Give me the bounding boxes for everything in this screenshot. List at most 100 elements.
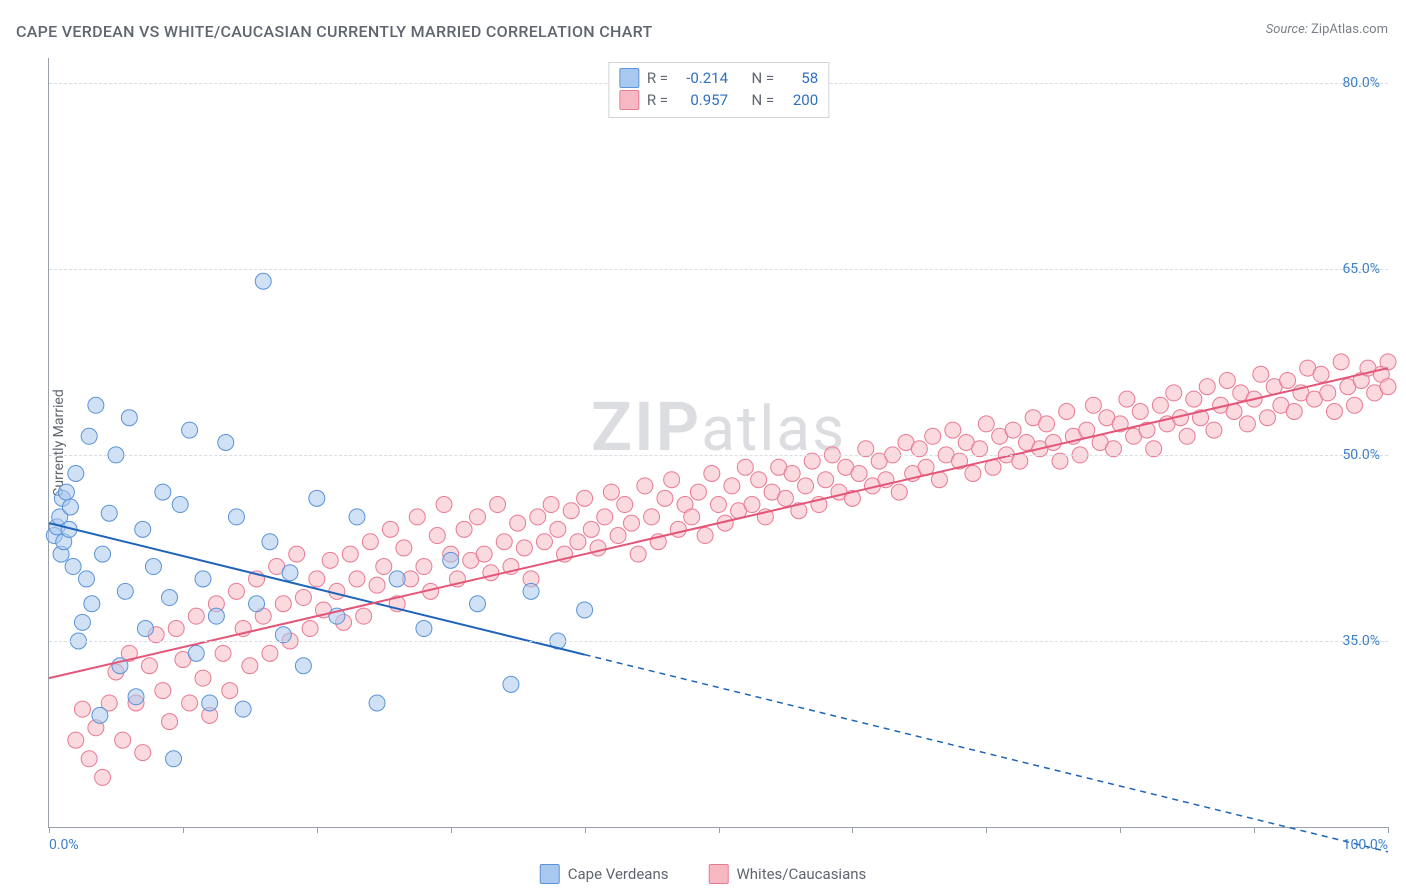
r-value-1: 0.957 (676, 89, 728, 111)
bottom-legend-label-1: Whites/Caucasians (736, 865, 866, 883)
data-point (1320, 385, 1336, 401)
data-point (978, 416, 994, 432)
data-point (101, 505, 117, 521)
data-point (1132, 403, 1148, 419)
n-label-0: N = (752, 67, 775, 89)
data-point (603, 484, 619, 500)
y-tick-label: 35.0% (1342, 633, 1380, 649)
data-point (309, 490, 325, 506)
data-point (798, 478, 814, 494)
data-point (349, 571, 365, 587)
data-point (516, 540, 532, 556)
data-point (751, 472, 767, 488)
data-point (95, 769, 111, 785)
regression-line (49, 368, 1388, 678)
data-point (443, 552, 459, 568)
r-label-0: R = (647, 67, 668, 89)
bottom-legend-item-1: Whites/Caucasians (708, 864, 866, 884)
data-point (168, 621, 184, 637)
data-point (155, 484, 171, 500)
y-tick-label: 65.0% (1342, 261, 1380, 277)
data-point (376, 559, 392, 575)
data-point (145, 559, 161, 575)
data-point (135, 745, 151, 761)
source-attribution: Source: ZipAtlas.com (1266, 22, 1388, 37)
data-point (242, 658, 258, 674)
data-point (623, 515, 639, 531)
data-point (510, 515, 526, 531)
r-value-0: -0.214 (676, 67, 728, 89)
legend-stats-row-1: R = 0.957 N = 200 (619, 89, 818, 111)
data-point (945, 422, 961, 438)
data-point (74, 614, 90, 630)
data-point (275, 596, 291, 612)
data-point (215, 645, 231, 661)
data-point (128, 689, 144, 705)
data-point (115, 732, 131, 748)
data-point (711, 497, 727, 513)
data-point (137, 621, 153, 637)
data-point (349, 509, 365, 525)
data-point (68, 732, 84, 748)
bottom-legend: Cape Verdeans Whites/Caucasians (540, 864, 867, 884)
data-point (396, 540, 412, 556)
data-point (162, 714, 178, 730)
data-point (92, 707, 108, 723)
data-point (84, 596, 100, 612)
data-point (182, 695, 198, 711)
data-point (1179, 428, 1195, 444)
data-point (302, 621, 318, 637)
data-point (818, 472, 834, 488)
data-point (690, 484, 706, 500)
data-point (416, 559, 432, 575)
data-point (141, 658, 157, 674)
data-point (664, 472, 680, 488)
data-point (62, 499, 78, 515)
bottom-legend-label-0: Cape Verdeans (568, 865, 669, 883)
n-label-1: N = (752, 89, 775, 111)
data-point (684, 509, 700, 525)
data-point (182, 422, 198, 438)
data-point (228, 509, 244, 525)
data-point (362, 534, 378, 550)
data-point (228, 583, 244, 599)
data-point (1380, 354, 1396, 370)
data-point (342, 546, 358, 562)
data-point (851, 466, 867, 482)
data-point (1045, 435, 1061, 451)
data-point (590, 540, 606, 556)
data-point (195, 670, 211, 686)
data-point (1253, 366, 1269, 382)
data-point (222, 683, 238, 699)
data-point (1219, 372, 1235, 388)
data-point (476, 546, 492, 562)
x-tick-label: 100.0% (1343, 837, 1388, 853)
data-point (891, 484, 907, 500)
data-point (188, 645, 204, 661)
data-point (166, 751, 182, 767)
data-point (289, 546, 305, 562)
bottom-legend-item-0: Cape Verdeans (540, 864, 669, 884)
data-point (65, 559, 81, 575)
legend-stats-box: R = -0.214 N = 58 R = 0.957 N = 200 (608, 62, 829, 118)
data-point (550, 521, 566, 537)
r-label-1: R = (647, 89, 668, 111)
data-point (188, 608, 204, 624)
data-point (1186, 391, 1202, 407)
source-value: ZipAtlas.com (1311, 22, 1388, 37)
data-point (577, 602, 593, 618)
data-point (1313, 366, 1329, 382)
data-point (724, 478, 740, 494)
data-point (784, 466, 800, 482)
data-point (117, 583, 133, 599)
data-point (1005, 422, 1021, 438)
data-point (1166, 385, 1182, 401)
n-value-1: 200 (782, 89, 818, 111)
data-point (523, 583, 539, 599)
data-point (135, 521, 151, 537)
data-point (503, 676, 519, 692)
data-point (543, 497, 559, 513)
data-point (1152, 397, 1168, 413)
source-label: Source: (1266, 22, 1308, 37)
data-point (436, 497, 452, 513)
